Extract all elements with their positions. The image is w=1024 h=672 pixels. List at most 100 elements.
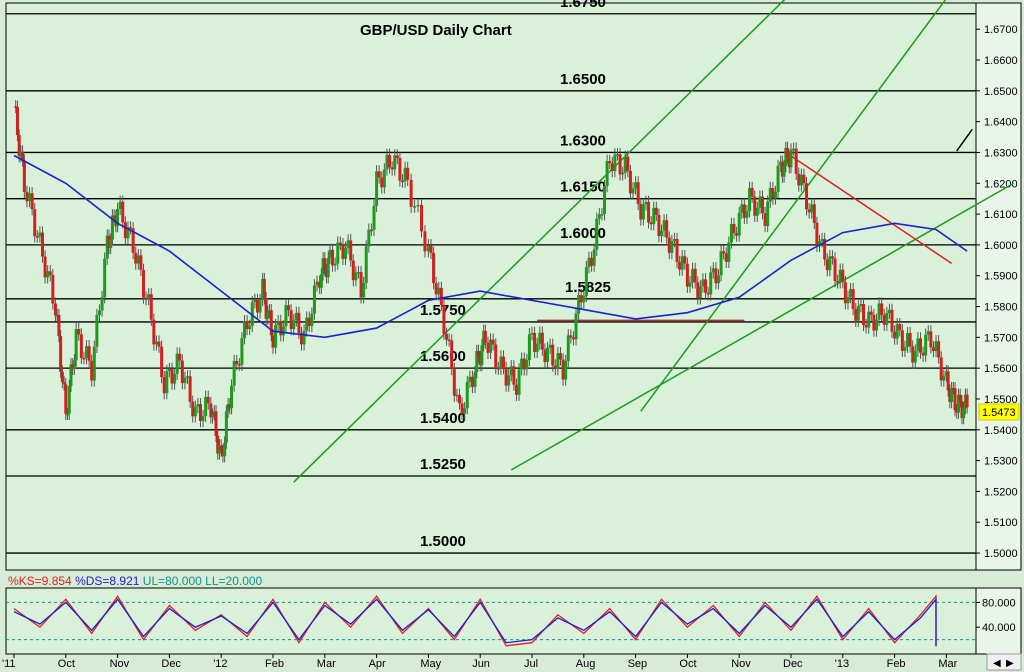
candle-body [514,384,518,395]
candle-body [388,154,392,168]
candle-body [470,376,474,387]
candle-body [953,388,957,411]
candle-body [833,258,837,282]
candle-body [468,376,472,382]
candle-body [540,332,544,350]
candle-body [641,204,645,220]
candle-body [193,406,197,417]
candle-body [543,349,547,363]
candle-body [305,317,309,331]
candle-body [144,297,148,300]
x-tick-label: Dec [161,658,181,670]
candle-body [362,282,366,298]
candle-body [180,360,184,384]
candle-body [419,204,423,232]
candle-body [191,401,195,417]
scroll-right-icon[interactable]: ▶ [1006,658,1014,669]
candle-body [216,435,220,454]
candle-body [937,341,941,358]
oscillator-legend-item: UL=80.000 [143,574,205,588]
scroll-left-icon[interactable]: ◀ [993,658,1001,669]
candle-body [19,151,23,157]
candle-body [173,373,177,384]
x-tick-label: Apr [369,658,386,670]
candle-body [750,187,754,197]
candle-body [74,329,78,361]
candle-body [123,222,127,239]
candle-body [230,385,234,409]
candle-body [579,295,583,303]
candle-body [517,369,521,395]
candle-body [911,346,915,363]
candle-body [294,312,298,321]
candle-body [711,268,715,273]
price-panel [5,2,977,571]
y-tick-label: 1.6500 [984,86,1018,98]
level-label: 1.5825 [565,279,611,296]
candle-body [434,283,438,295]
y-tick-label: 1.5200 [984,486,1018,498]
candle-body [136,255,140,264]
candle-body [926,331,930,335]
candle-body [338,242,342,245]
scroll-controls[interactable]: ◀ ▶ [986,653,1022,671]
candle-body [685,263,689,287]
trend-line [956,128,973,152]
candle-body [432,252,436,284]
candle-body [201,415,205,422]
candle-body [212,411,216,415]
candle-body [331,249,335,266]
candle-body [326,257,330,278]
candle-body [30,193,34,210]
candle-body [786,147,790,158]
candle-body [188,376,192,402]
candle-body [916,338,920,351]
candle-body [333,263,337,266]
candle-body [776,165,780,193]
level-label: 1.5400 [420,410,466,427]
candle-body [768,188,772,202]
candle-body [112,215,116,217]
level-label: 1.5000 [420,533,466,550]
candle-body [558,353,562,360]
candle-body [226,404,230,412]
candle-body [403,167,407,182]
candle-body [149,294,153,320]
candle-body [232,360,236,386]
candle-body [175,353,179,374]
trend-line [785,151,952,265]
candle-body [262,279,266,299]
oscillator-legend-item: %DS=8.921 [75,574,143,588]
candle-body [649,222,653,225]
candle-body [100,297,104,311]
candle-body [321,258,325,275]
candle-body [838,269,842,283]
level-label: 1.5250 [420,456,466,473]
candle-body [28,193,32,202]
candle-body [284,305,288,327]
candle-body [346,240,350,248]
candle-body [698,286,702,299]
candle-body [452,369,456,396]
candle-body [621,172,625,175]
candle-body [92,346,96,381]
candle-body [319,274,323,288]
candle-body [40,232,44,257]
candle-body [103,258,107,298]
candle-body [626,156,630,171]
candle-body [919,338,922,353]
candle-body [654,207,658,215]
candle-body [502,356,506,369]
candle-body [186,376,190,378]
candle-body [678,261,682,270]
candle-body [51,275,55,304]
candle-body [533,332,537,352]
candle-body [615,154,619,156]
candle-body [574,313,578,340]
candle-body [48,271,52,276]
candle-body [398,157,402,181]
candle-body [274,325,278,348]
candle-body [248,325,252,330]
candle-body [745,211,749,218]
candle-body [204,396,208,416]
